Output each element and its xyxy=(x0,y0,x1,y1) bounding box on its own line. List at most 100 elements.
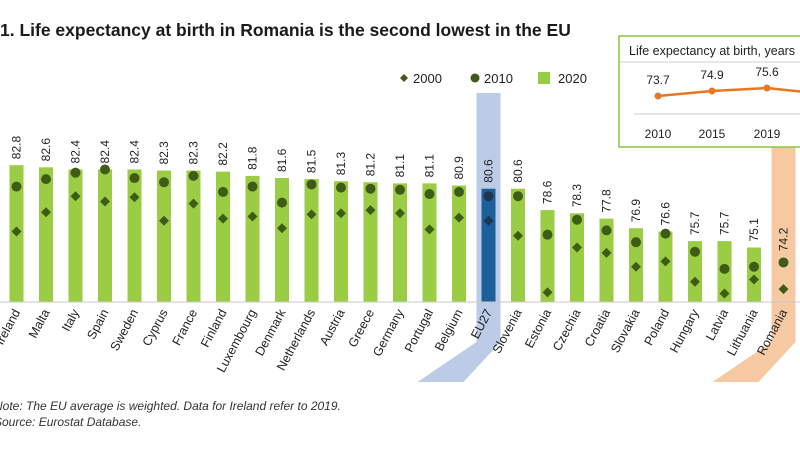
marker-2010-luxembourg xyxy=(247,181,258,192)
category-label-slovakia: Slovakia xyxy=(608,307,643,355)
bar-czechia xyxy=(570,213,584,302)
inset-xlabel-2015: 2015 xyxy=(699,127,726,141)
legend-label-2010: 2010 xyxy=(484,71,513,86)
category-label-czechia: Czechia xyxy=(550,307,584,353)
marker-2000-france xyxy=(188,198,199,209)
marker-2000-latvia xyxy=(719,288,730,299)
marker-2000-italy xyxy=(70,191,81,202)
bar-belgium xyxy=(452,185,466,302)
marker-2010-poland xyxy=(660,228,671,239)
inset-value-2010: 73.7 xyxy=(646,73,670,87)
legend-marker-2020 xyxy=(538,72,550,84)
value-label-italy: 82.4 xyxy=(69,140,83,164)
bar-eu27 xyxy=(481,188,496,302)
marker-2010-spain xyxy=(100,164,110,175)
bar-hungary xyxy=(688,241,702,302)
value-label-ireland: 82.8 xyxy=(10,136,24,160)
value-label-eu27: 80.6 xyxy=(482,159,496,183)
value-label-luxembourg: 81.8 xyxy=(246,146,260,170)
marker-2000-malta xyxy=(41,207,51,218)
inset-line xyxy=(657,86,800,98)
value-label-denmark: 81.6 xyxy=(275,148,289,172)
footnote-note: Note: The EU average is weighted. Data f… xyxy=(0,399,341,413)
marker-2000-ireland xyxy=(11,226,22,237)
inset-title: Life expectancy at birth, years xyxy=(629,44,795,58)
inset-value-2019: 75.6 xyxy=(755,65,779,79)
value-label-poland: 76.6 xyxy=(659,202,673,226)
value-label-germany: 81.1 xyxy=(393,154,407,178)
romania-highlight-band xyxy=(712,140,796,382)
legend-label-2020: 2020 xyxy=(558,71,587,86)
value-label-netherlands: 81.5 xyxy=(305,149,319,173)
category-label-finland: Finland xyxy=(198,307,230,350)
marker-2010-romania xyxy=(778,257,789,268)
value-label-latvia: 75.7 xyxy=(718,211,732,235)
marker-2000-sweden xyxy=(129,192,140,203)
value-label-estonia: 78.6 xyxy=(541,180,555,204)
bar-greece xyxy=(363,182,378,302)
value-label-hungary: 75.7 xyxy=(688,211,702,235)
marker-2010-ireland xyxy=(11,181,22,192)
value-label-austria: 81.3 xyxy=(334,152,348,176)
inset-point-2019 xyxy=(763,84,771,92)
value-label-malta: 82.6 xyxy=(39,138,53,162)
value-label-czechia: 78.3 xyxy=(570,184,584,208)
marker-2000-lithuania xyxy=(749,274,759,285)
value-label-portugal: 81.1 xyxy=(423,154,437,178)
marker-2010-austria xyxy=(336,182,346,193)
marker-2000-luxembourg xyxy=(247,211,258,222)
marker-2000-spain xyxy=(100,196,110,207)
marker-2010-sweden xyxy=(129,173,140,184)
marker-2000-slovenia xyxy=(513,230,523,241)
bar-germany xyxy=(393,183,407,302)
marker-2010-portugal xyxy=(424,189,435,200)
value-label-romania: 74.2 xyxy=(777,227,791,251)
marker-2000-portugal xyxy=(424,224,435,235)
value-label-greece: 81.2 xyxy=(364,153,378,177)
footnote-source: Source: Eurostat Database. xyxy=(0,415,142,429)
value-label-cyprus: 82.3 xyxy=(157,141,171,165)
marker-2000-slovakia xyxy=(631,261,641,272)
bar-cyprus xyxy=(157,170,171,302)
marker-2010-czechia xyxy=(572,214,582,225)
marker-2010-slovakia xyxy=(631,237,641,248)
inset-value-2015: 74.9 xyxy=(700,68,724,82)
inset-point-2010 xyxy=(654,92,662,100)
marker-2000-cyprus xyxy=(159,215,169,226)
marker-2010-croatia xyxy=(601,225,612,236)
category-label-italy: Italy xyxy=(59,306,82,333)
value-label-croatia: 77.8 xyxy=(600,189,614,213)
marker-2010-netherlands xyxy=(306,179,317,190)
bar-denmark xyxy=(275,178,289,302)
bar-austria xyxy=(334,181,348,302)
marker-2010-denmark xyxy=(277,197,287,208)
value-label-sweden: 82.4 xyxy=(128,140,142,164)
legend-marker-2010 xyxy=(470,73,480,83)
marker-2000-denmark xyxy=(277,223,287,234)
inset-point-2015 xyxy=(708,87,716,95)
legend-label-2000: 2000 xyxy=(413,71,442,86)
category-label-malta: Malta xyxy=(26,307,53,341)
value-label-belgium: 80.9 xyxy=(452,156,466,180)
category-label-portugal: Portugal xyxy=(402,307,436,355)
marker-2000-czechia xyxy=(572,242,582,253)
category-label-ireland: Ireland xyxy=(0,307,23,347)
inset-xlabel-2010: 2010 xyxy=(645,127,672,141)
bar-portugal xyxy=(422,183,437,302)
marker-2000-hungary xyxy=(690,276,700,287)
bar-france xyxy=(186,170,201,302)
marker-2010-malta xyxy=(41,174,51,185)
eu27-highlight-band xyxy=(417,93,501,382)
category-label-sweden: Sweden xyxy=(108,307,142,353)
bar-poland xyxy=(658,231,673,302)
marker-2010-eu27 xyxy=(483,191,494,202)
marker-2010-hungary xyxy=(690,246,700,257)
category-label-austria: Austria xyxy=(317,307,348,348)
value-label-slovenia: 80.6 xyxy=(511,159,525,183)
value-label-finland: 82.2 xyxy=(216,142,230,166)
bar-slovenia xyxy=(511,188,525,302)
chart-title: 1. Life expectancy at birth in Romania i… xyxy=(0,20,571,40)
category-label-croatia: Croatia xyxy=(582,307,613,349)
category-label-poland: Poland xyxy=(642,307,673,348)
bar-luxembourg xyxy=(245,175,260,302)
